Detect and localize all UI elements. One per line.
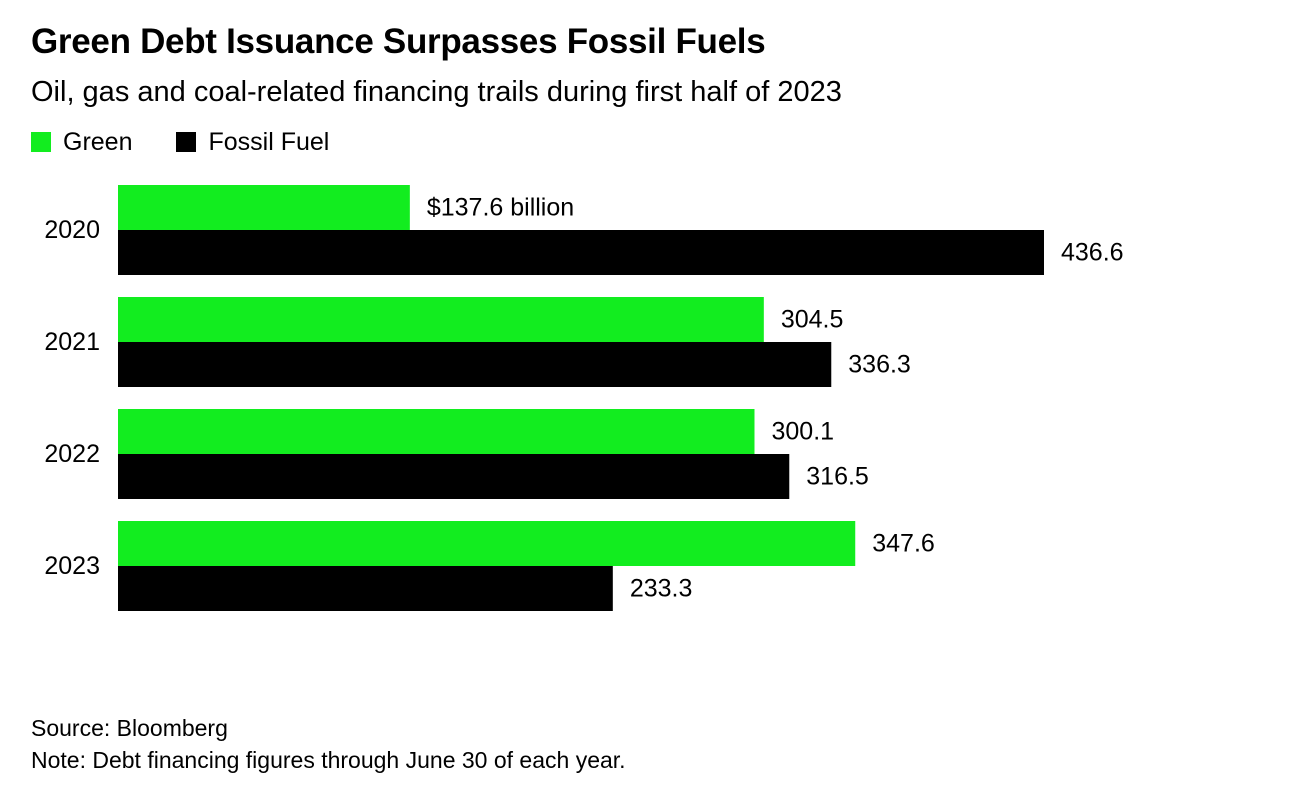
source-note: Source: Bloomberg: [31, 715, 228, 741]
bar-green-2020: [118, 185, 410, 230]
footnote: Note: Debt financing figures through Jun…: [31, 747, 626, 773]
chart-footer: Source: Bloomberg Note: Debt financing f…: [31, 712, 626, 776]
bar-green-2021: [118, 297, 764, 342]
data-label-green-2021: 304.5: [781, 306, 844, 334]
data-label-fossil-fuel-2022: 316.5: [806, 463, 869, 491]
bar-fossil-fuel-2023: [118, 566, 613, 611]
category-label-2023: 2023: [44, 552, 100, 580]
data-label-fossil-fuel-2021: 336.3: [848, 351, 911, 379]
category-label-2020: 2020: [44, 216, 100, 244]
data-label-fossil-fuel-2020: 436.6: [1061, 239, 1124, 267]
legend-label-fossil-fuel: Fossil Fuel: [208, 128, 330, 156]
bar-fossil-fuel-2020: [118, 230, 1044, 275]
legend: Green Fossil Fuel: [31, 126, 373, 158]
category-label-2022: 2022: [44, 440, 100, 468]
legend-swatch-fossil-fuel: [176, 132, 197, 152]
bar-fossil-fuel-2022: [118, 454, 790, 499]
bar-green-2023: [118, 521, 856, 566]
data-label-fossil-fuel-2023: 233.3: [630, 575, 693, 603]
data-label-green-2022: 300.1: [771, 418, 834, 446]
legend-label-green: Green: [63, 128, 133, 156]
chart-title: Green Debt Issuance Surpasses Fossil Fue…: [31, 22, 766, 61]
category-label-2021: 2021: [44, 328, 100, 356]
bar-fossil-fuel-2021: [118, 342, 832, 387]
bar-green-2022: [118, 409, 755, 454]
legend-item-green: Green: [31, 126, 132, 158]
legend-item-fossil-fuel: Fossil Fuel: [176, 126, 329, 158]
chart-subtitle: Oil, gas and coal-related financing trai…: [31, 76, 842, 108]
data-label-green-2020: $137.6 billion: [427, 194, 574, 222]
data-label-green-2023: 347.6: [872, 530, 935, 558]
legend-swatch-green: [31, 132, 51, 152]
